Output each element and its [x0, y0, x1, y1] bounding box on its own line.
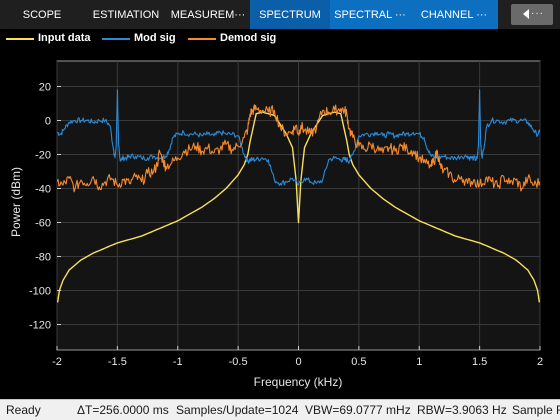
- status-ready: Ready: [6, 403, 41, 417]
- status-vbw: VBW=69.0777 mHz: [305, 403, 411, 417]
- y-tick-label: 20: [39, 82, 51, 94]
- tab-scope[interactable]: SCOPE: [22, 9, 62, 21]
- tab-channel-measurements[interactable]: CHANNEL ···: [410, 0, 498, 29]
- x-tick-label: 0: [295, 356, 301, 368]
- legend-label: Input data: [38, 32, 91, 44]
- x-tick-labels: -2 -1.5 -1 -0.5 0 0.5 1 1.5 2: [52, 356, 543, 368]
- x-tick-label: 2: [537, 356, 543, 368]
- x-tick-label: -1: [173, 356, 183, 368]
- x-tick-label: -1.5: [108, 356, 127, 368]
- legend-line-input-data: [6, 38, 34, 40]
- x-tick-label: 0.5: [351, 356, 366, 368]
- status-sample-rate: Sample R: [512, 403, 560, 417]
- series-line-mod-sig[interactable]: [57, 89, 540, 186]
- y-tick-label: -40: [35, 184, 51, 196]
- x-axis-label: Frequency (kHz): [254, 375, 343, 389]
- tab-measurements[interactable]: MEASUREM···: [170, 9, 246, 21]
- y-tick-label: -100: [29, 286, 51, 298]
- y-tick-label: -60: [35, 218, 51, 230]
- y-tick-label: -120: [29, 320, 51, 332]
- tab-spectrum[interactable]: SPECTRUM: [250, 0, 330, 29]
- more-icon: ···: [531, 8, 544, 19]
- status-samples-update: Samples/Update=1024: [176, 403, 299, 417]
- toolstrip: SCOPE ESTIMATION MEASUREM··· SPECTRUM SP…: [0, 0, 560, 29]
- y-tick-label: -80: [35, 252, 51, 264]
- status-rbw: RBW=3.9063 Hz: [417, 403, 507, 417]
- x-tick-label: 1: [416, 356, 422, 368]
- legend-line-mod-sig: [102, 38, 130, 40]
- legend-line-demod-sig: [188, 38, 216, 40]
- x-tick-label: -0.5: [229, 356, 248, 368]
- y-tick-label: -20: [35, 150, 51, 162]
- legend: Input data Mod sig Demod sig: [0, 29, 560, 49]
- collapse-toolstrip-button[interactable]: ···: [511, 4, 553, 25]
- y-tick-label: 0: [45, 116, 51, 128]
- series-line-input-data[interactable]: [57, 111, 540, 303]
- y-tick-labels: 20 0 -20 -40 -60 -80 -100 -120: [29, 82, 51, 332]
- chevron-left-icon: [523, 9, 529, 19]
- status-delta-t: ΔT=256.0000 ms: [77, 403, 169, 417]
- legend-label: Demod sig: [220, 32, 277, 44]
- x-tick-label: -2: [52, 356, 62, 368]
- series-line-demod-sig[interactable]: [57, 104, 540, 193]
- x-tick-label: 1.5: [472, 356, 487, 368]
- status-bar: Ready ΔT=256.0000 ms Samples/Update=1024…: [0, 399, 560, 420]
- tab-spectral-mask[interactable]: SPECTRAL ···: [330, 0, 410, 29]
- series-group: [57, 89, 540, 303]
- legend-label: Mod sig: [134, 32, 176, 44]
- y-axis-label: Power (dBm): [9, 167, 23, 237]
- tab-estimation[interactable]: ESTIMATION: [92, 9, 160, 21]
- spectrum-plot[interactable]: -2 -1.5 -1 -0.5 0 0.5 1 1.5 2 20 0 -20 -40 -60 -80 -10…: [0, 49, 560, 399]
